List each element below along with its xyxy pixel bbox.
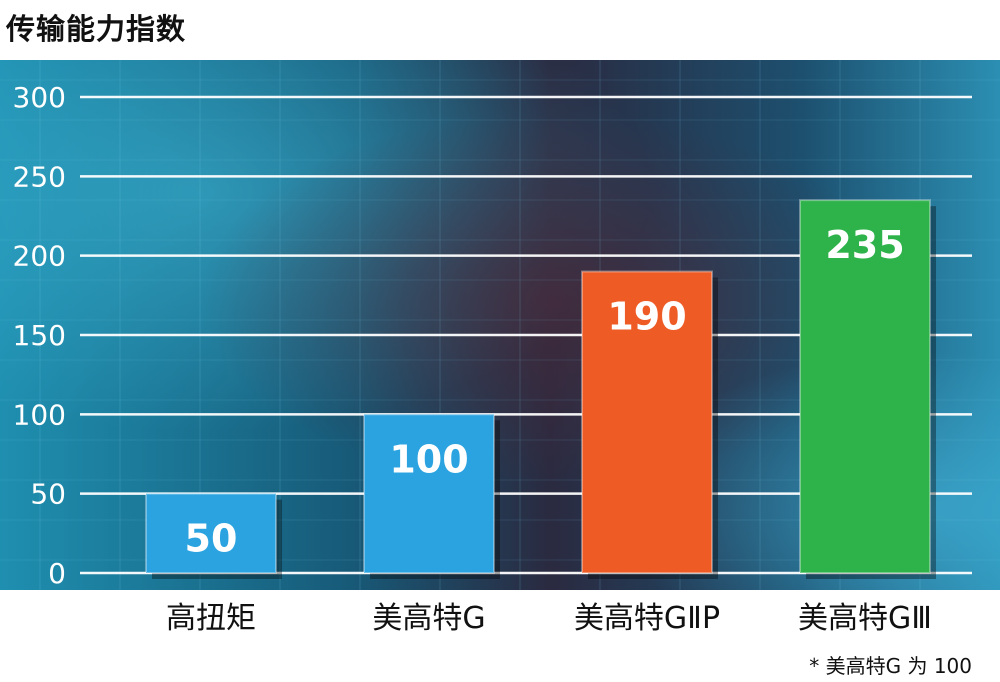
data-labels: 50 100 190 235	[185, 223, 905, 561]
x-tick-label: 美高特GⅢ	[798, 601, 932, 636]
y-tick-label: 50	[30, 478, 66, 511]
y-tick-label: 200	[13, 240, 66, 273]
footnote: * 美高特G 为 100	[809, 654, 972, 678]
y-tick-label: 250	[13, 160, 66, 193]
bar-chart: 0 50 100 150 200 250 300 50 100 190 235	[0, 60, 1000, 590]
x-tick-label: 美高特G	[372, 601, 485, 636]
y-tick-label: 150	[13, 319, 66, 352]
bars	[145, 199, 936, 579]
y-tick-label: 100	[13, 398, 66, 431]
bar	[799, 199, 931, 574]
y-tick-label: 0	[48, 557, 66, 590]
x-tick-label: 美高特GⅡP	[574, 601, 720, 636]
bar	[145, 492, 277, 574]
data-label: 50	[185, 517, 238, 561]
chart-title: 传输能力指数	[6, 12, 187, 46]
y-axis-ticks: 0 50 100 150 200 250 300	[13, 81, 66, 590]
x-tick-label: 高扭矩	[166, 601, 256, 636]
bar	[581, 270, 713, 574]
bar	[363, 413, 495, 575]
data-label: 100	[389, 437, 468, 481]
x-axis-labels: 高扭矩 美高特G 美高特GⅡP 美高特GⅢ	[166, 601, 932, 636]
y-tick-label: 300	[13, 81, 66, 114]
data-label: 235	[825, 223, 904, 267]
data-label: 190	[607, 295, 686, 339]
